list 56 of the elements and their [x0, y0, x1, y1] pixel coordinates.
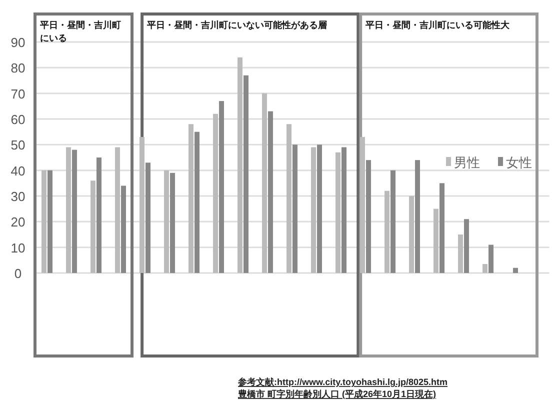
bar [170, 172, 175, 273]
annotation: 平日・昼間・吉川町にいる [38, 20, 121, 43]
bar [286, 124, 292, 273]
y-tick-label: 10 [10, 240, 26, 256]
bar [390, 170, 396, 273]
y-tick-label: 0 [14, 266, 22, 281]
bar [194, 132, 200, 273]
text: 平日・昼間・吉川町にいる可能性大 [364, 20, 511, 30]
y-tick-label: 20 [10, 214, 26, 230]
bar [458, 234, 463, 273]
bar [90, 180, 96, 273]
bar [42, 170, 46, 273]
bar [434, 208, 438, 273]
text: 平日・昼間・吉川町にいない可能性がある層 [146, 20, 328, 30]
bar [188, 124, 194, 273]
bar [366, 160, 371, 273]
bar [311, 147, 316, 273]
bar [66, 147, 71, 273]
legend-label: 男性 [454, 155, 480, 170]
bar [219, 101, 224, 273]
text: 豊橋市 町字別年齢別人口 (平成26年10月1日現在) [237, 389, 436, 399]
bar [140, 136, 144, 273]
bar [342, 147, 346, 273]
bar [72, 150, 77, 273]
y-tick-label: 30 [10, 189, 26, 204]
bar [409, 196, 414, 273]
bar [292, 144, 298, 273]
y-tick-label: 90 [10, 35, 26, 50]
y-tick-label: 60 [10, 112, 26, 127]
bar [213, 114, 218, 273]
text: 参考文献:http://www.city.toyohashi.lg.jp/8025.htm [237, 377, 448, 387]
bar [146, 162, 150, 273]
y-tick-label: 70 [10, 86, 26, 102]
bar [115, 147, 120, 273]
y-tick-label: 50 [10, 138, 26, 153]
bar [317, 144, 322, 273]
bar [268, 111, 273, 273]
bar [48, 170, 52, 273]
bar [513, 268, 518, 273]
y-tick-label: 80 [10, 60, 26, 76]
bar [360, 136, 365, 273]
bar [415, 160, 420, 273]
y-tick-label: 40 [10, 163, 26, 178]
bar [464, 219, 469, 273]
bar [384, 190, 390, 273]
bar [262, 93, 267, 273]
bar [121, 186, 126, 273]
bar [482, 264, 488, 273]
bar [164, 170, 169, 273]
bar [96, 158, 102, 273]
bar [336, 152, 340, 273]
bar [488, 244, 494, 273]
bar [440, 183, 444, 273]
bar [244, 75, 248, 273]
legend-label: 女性 [506, 155, 532, 170]
bar [238, 57, 242, 273]
